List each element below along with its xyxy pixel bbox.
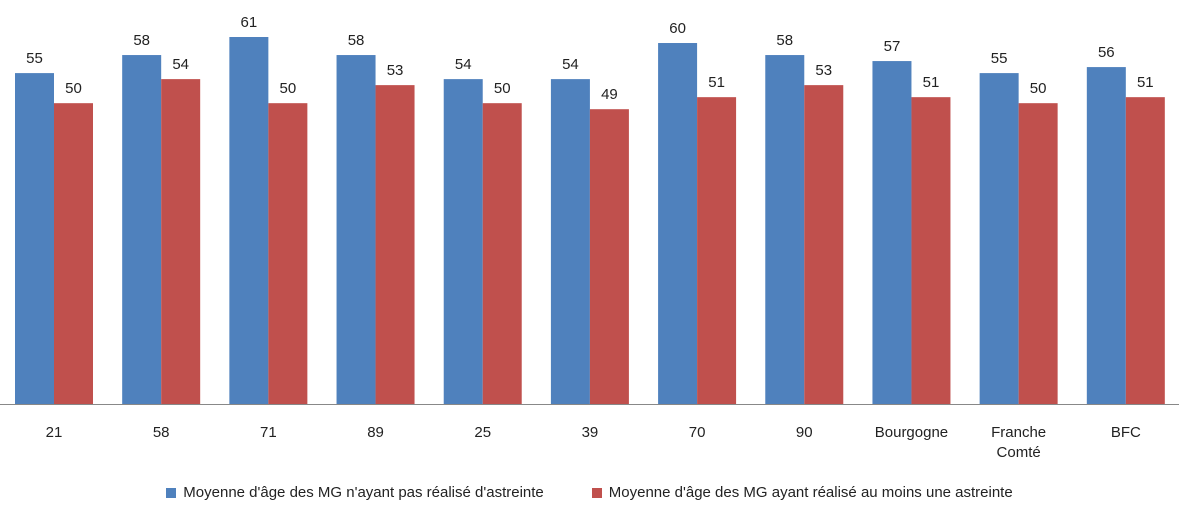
bar-series-1-10 [1086,67,1126,404]
bar-series-1-8 [872,61,912,404]
bar-series-2-8 [911,97,951,404]
legend-label-series-2: Moyenne d'âge des MG ayant réalisé au mo… [608,484,1013,501]
data-label-series-2-5: 49 [601,86,618,103]
data-label-series-2-4: 50 [494,80,511,97]
data-label-series-1-10: 56 [1098,44,1115,61]
x-tick-label-0: 21 [46,424,63,441]
data-label-series-1-4: 54 [455,56,472,73]
bar-series-2-10 [1125,97,1165,404]
data-label-series-1-9: 55 [991,50,1008,67]
data-label-series-2-10: 51 [1137,74,1154,91]
x-tick-label-4: 25 [474,424,491,441]
data-label-series-2-0: 50 [65,80,82,97]
data-label-series-2-7: 53 [815,62,832,79]
data-label-series-1-3: 58 [348,32,365,49]
legend-swatch-series-1 [166,487,177,498]
x-tick-label-2: 71 [260,424,277,441]
data-label-series-2-1: 54 [172,56,189,73]
x-tick-label-10: BFC [1111,424,1141,441]
bar-series-2-9 [1018,103,1058,404]
bar-series-2-5 [589,109,629,405]
data-label-series-2-2: 50 [280,80,297,97]
x-tick-label-1: 58 [153,424,170,441]
bar-series-1-5 [550,79,590,405]
bar-series-1-3 [336,55,376,404]
legend-item-series-2: Moyenne d'âge des MG ayant réalisé au mo… [591,484,1013,501]
data-label-series-1-8: 57 [884,38,901,55]
x-tick-label-5: 39 [582,424,599,441]
x-tick-label-6: 70 [689,424,706,441]
x-tick-labels-group: 21 58 71 89 25 39 70 90 Bourgogne Franche Comté BFC [46,424,1141,461]
bar-chart: 55 50 58 54 61 50 58 53 54 50 54 49 60 51 58 53 57 51 55 50… [0,14,1179,461]
data-label-series-1-7: 58 [776,32,793,49]
bar-series-2-1 [161,79,201,405]
bar-series-2-0 [54,103,93,404]
bar-series-1-4 [443,79,483,405]
bar-series-2-3 [375,85,415,404]
legend-swatch-series-2 [591,487,602,498]
bar-series-1-6 [658,43,698,405]
bars-group [15,37,1165,405]
bar-series-1-7 [765,55,805,404]
x-tick-label-8: Bourgogne [875,424,948,441]
bar-series-2-4 [482,103,522,404]
data-labels-group: 55 50 58 54 61 50 58 53 54 50 54 49 60 51 58 53 57 51 55 50… [26,14,1154,103]
bar-series-1-1 [122,55,162,404]
data-label-series-1-5: 54 [562,56,579,73]
data-label-series-2-3: 53 [387,62,404,79]
bar-series-1-9 [979,73,1019,404]
data-label-series-1-0: 55 [26,50,43,67]
bar-series-1-0 [15,73,54,404]
x-tick-label-7: 90 [796,424,813,441]
data-label-series-2-8: 51 [923,74,940,91]
x-tick-label-3: 89 [367,424,384,441]
legend-item-series-1: Moyenne d'âge des MG n'ayant pas réalisé… [166,484,544,501]
bar-series-2-2 [268,103,308,404]
bar-series-2-6 [697,97,737,404]
data-label-series-2-9: 50 [1030,80,1047,97]
data-label-series-2-6: 51 [708,74,725,91]
data-label-series-1-6: 60 [669,20,686,37]
bar-series-2-7 [804,85,844,404]
data-label-series-1-2: 61 [241,14,258,31]
x-tick-label-9: Franche Comté [991,424,1046,461]
bar-series-1-2 [229,37,269,404]
data-label-series-1-1: 58 [133,32,150,49]
legend-label-series-1: Moyenne d'âge des MG n'ayant pas réalisé… [183,484,544,501]
legend: Moyenne d'âge des MG n'ayant pas réalisé… [0,484,1179,501]
